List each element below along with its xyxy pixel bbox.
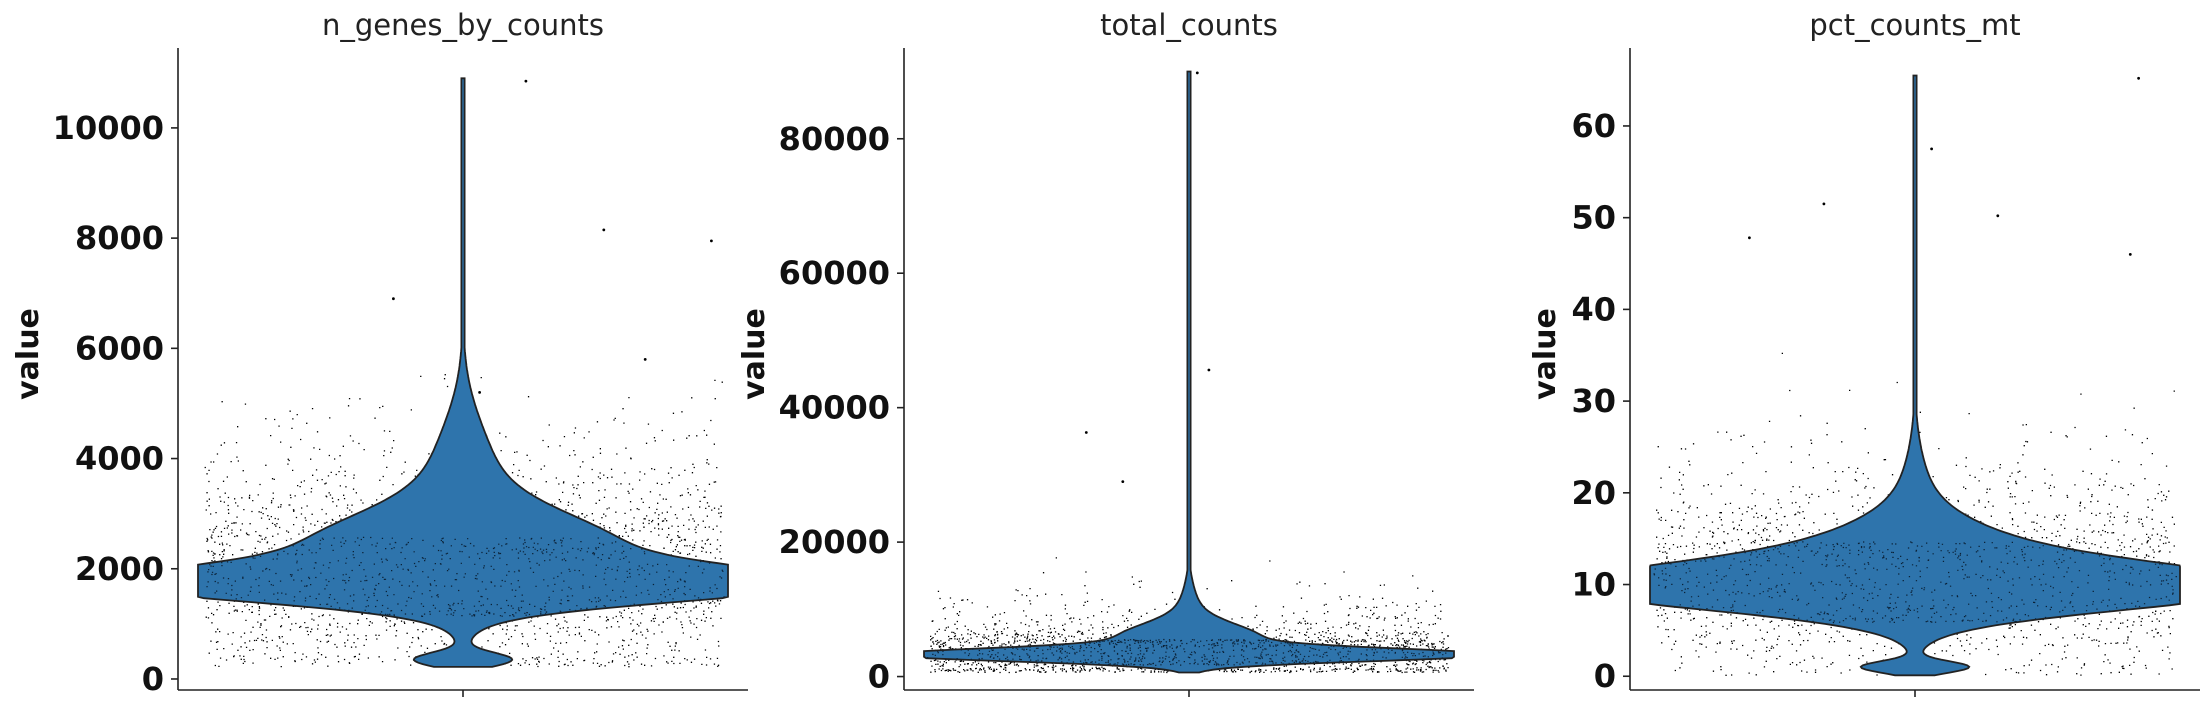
y-tick-label: 10 — [1571, 566, 1616, 604]
y-tick-label: 8000 — [75, 219, 164, 257]
y-axis-label: value — [1528, 308, 1563, 400]
outlier-point-1 — [1195, 71, 1199, 75]
violin-points — [1653, 541, 2177, 624]
outlier-point-6 — [643, 358, 647, 361]
outlier-point-5 — [1748, 236, 1751, 240]
outlier-point-1 — [2137, 76, 2141, 80]
violin-body — [923, 70, 1455, 674]
y-tick-label: 40 — [1571, 290, 1616, 328]
y-axis-label: value — [737, 308, 772, 400]
y-tick-label: 4000 — [75, 440, 164, 478]
panel-title: pct_counts_mt — [1809, 8, 2020, 42]
panel-title: total_counts — [1100, 8, 1278, 42]
outlier-point-3 — [1084, 431, 1088, 434]
violin-body — [197, 77, 729, 668]
y-tick-label: 0 — [868, 658, 890, 696]
outlier-point-4 — [392, 297, 395, 301]
y-tick-label: 0 — [142, 660, 164, 698]
y-tick-label: 10000 — [53, 109, 164, 147]
outlier-point-4 — [1996, 214, 2000, 218]
outlier-point-2 — [602, 228, 606, 232]
y-tick-label: 2000 — [75, 550, 164, 588]
panel-title: n_genes_by_counts — [322, 8, 604, 42]
y-tick-label: 20000 — [779, 523, 890, 561]
y-tick-label: 80000 — [779, 120, 890, 158]
outlier-point-1 — [524, 79, 528, 83]
y-tick-label: 30 — [1571, 382, 1616, 420]
violin-points — [206, 536, 725, 617]
outlier-point-2 — [1207, 368, 1211, 372]
violin-panel-1: 0 2000 4000 6000 8000 10000 n_genes_by_countsv… — [11, 8, 748, 698]
outlier-point-4 — [1121, 480, 1125, 483]
outlier-point-5 — [478, 391, 481, 394]
y-axis-label: value — [11, 308, 46, 400]
violin-points — [927, 638, 1447, 666]
violin-body — [1649, 74, 2181, 677]
outlier-point-6 — [2128, 253, 2132, 256]
y-tick-label: 50 — [1571, 199, 1616, 237]
y-tick-label: 60000 — [779, 254, 890, 292]
y-tick-label: 20 — [1571, 474, 1616, 512]
outlier-point-3 — [710, 239, 713, 243]
outlier-point-2 — [1930, 147, 1933, 151]
y-tick-label: 60 — [1571, 107, 1616, 145]
outlier-point-3 — [1822, 202, 1826, 206]
y-tick-label: 6000 — [75, 329, 164, 367]
y-tick-label: 0 — [1594, 657, 1616, 695]
y-tick-label: 40000 — [779, 389, 890, 427]
